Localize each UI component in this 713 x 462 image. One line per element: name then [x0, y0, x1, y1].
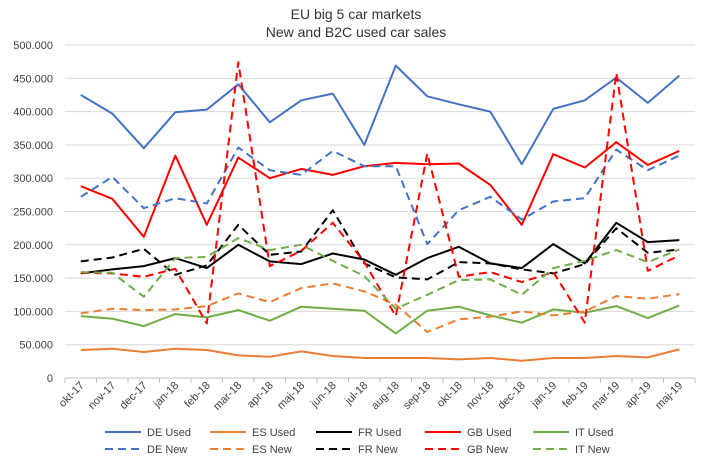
y-tick-label: 0 — [47, 373, 53, 385]
series-line-it-new — [80, 237, 680, 310]
legend-label: ES New — [252, 444, 292, 456]
series-line-gb-new — [80, 61, 680, 325]
x-tick-label: nov-18 — [464, 380, 496, 412]
series-line-fr-used — [80, 221, 680, 276]
x-tick-label: maj-18 — [275, 380, 307, 412]
series-line-gb-used — [80, 141, 680, 238]
y-tick-label: 50.000 — [19, 340, 53, 352]
legend-label: DE Used — [147, 427, 191, 439]
series-line-es-used — [80, 347, 680, 362]
legend-label: IT New — [575, 444, 610, 456]
x-tick-label: aug-18 — [369, 380, 402, 413]
y-tick-label: 150.000 — [13, 273, 53, 285]
y-tick-label: 500.000 — [13, 40, 53, 52]
y-tick-label: 200.000 — [13, 240, 53, 252]
gridlines — [65, 44, 695, 379]
y-tick-label: 100.000 — [13, 306, 53, 318]
legend-label: FR Used — [358, 427, 401, 439]
x-tick-label: apr-19 — [623, 380, 654, 411]
chart-title: EU big 5 car markets — [291, 6, 422, 22]
legend-label: GB New — [467, 444, 508, 456]
x-tick-label: sep-18 — [401, 380, 433, 412]
legend: DE Used ES Used FR Used GB Used IT Used DE Ne… — [105, 427, 613, 456]
series-line-de-new — [80, 146, 680, 246]
y-tick-label: 400.000 — [13, 107, 53, 119]
legend-label: GB Used — [467, 427, 512, 439]
x-tick-label: okt-17 — [57, 380, 87, 410]
x-tick-label: apr-18 — [245, 380, 276, 411]
legend-label: FR New — [358, 444, 398, 456]
series-line-fr-new — [80, 209, 680, 281]
chart-subtitle: New and B2C used car sales — [266, 24, 447, 40]
x-tick-label: mar-18 — [211, 380, 244, 413]
x-tick-label: jul-18 — [342, 380, 370, 408]
x-tick-label: feb-18 — [182, 380, 213, 411]
legend-label: IT Used — [575, 427, 613, 439]
x-tick-label: mar-19 — [589, 380, 622, 413]
x-tick-label: maj-19 — [653, 380, 685, 412]
x-tick-label: jun-18 — [308, 380, 339, 411]
x-tick-label: nov-17 — [86, 380, 118, 412]
y-tick-label: 350.000 — [13, 140, 53, 152]
x-tick-label: dec-17 — [118, 380, 150, 412]
y-tick-label: 250.000 — [13, 207, 53, 219]
x-tick-label: jan-18 — [151, 380, 182, 411]
legend-label: ES Used — [252, 427, 295, 439]
y-tick-label: 450.000 — [13, 73, 53, 85]
x-tick-label: dec-18 — [496, 380, 528, 412]
x-tick-label: jan-19 — [529, 380, 560, 411]
series-lines — [80, 61, 680, 362]
series-line-de-used — [80, 64, 680, 166]
x-tick-label: feb-19 — [560, 380, 591, 411]
series-line-es-new — [80, 282, 680, 333]
y-tick-label: 300.000 — [13, 173, 53, 185]
legend-label: DE New — [147, 444, 187, 456]
y-axis-ticks: 0 50.000 100.000 150.000 200.000 250.000 300.0… — [13, 40, 53, 385]
x-tick-label: okt-18 — [435, 380, 465, 410]
